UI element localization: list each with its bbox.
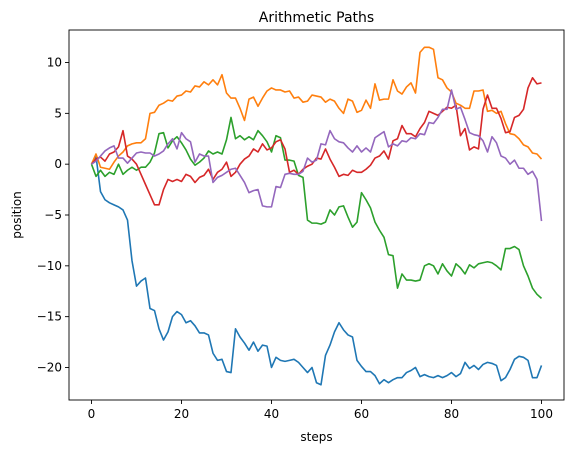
y-tick-label: −20 [37,360,62,374]
x-tick-label: 0 [88,407,96,421]
series-line-1 [90,155,543,386]
x-tick-label: 40 [264,407,279,421]
y-tick-label: −10 [37,259,62,273]
series-line-5 [91,89,543,222]
x-tick-label: 80 [444,407,459,421]
x-tick-label: 100 [530,407,553,421]
x-tick-label: 20 [174,407,189,421]
y-axis-title: position [10,191,24,239]
series-line-3 [90,116,543,299]
series-line-2 [90,46,543,171]
y-tick-label: −5 [44,208,62,222]
y-tick-label: −15 [37,310,62,324]
y-axis-ticks: −20 −15 −10 −5 0 5 10 [37,56,69,374]
x-axis-title: steps [300,430,332,444]
chart-title: Arithmetic Paths [259,10,374,26]
x-tick-label: 60 [354,407,369,421]
series-layer [90,46,543,386]
y-tick-label: 0 [54,157,62,171]
y-tick-label: 10 [47,56,62,70]
x-axis-ticks: 0 20 40 60 80 100 [88,400,553,421]
y-tick-label: 5 [54,106,62,120]
